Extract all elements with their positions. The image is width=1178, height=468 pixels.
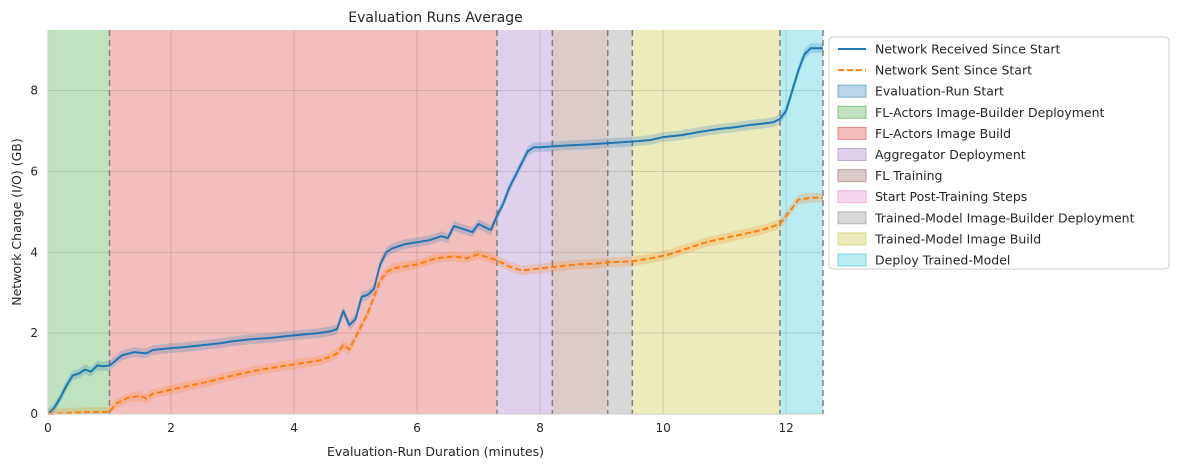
phase-band-8 [779,30,823,414]
y-tick-label-3: 6 [30,164,38,178]
legend-swatch-phase-2 [837,126,867,140]
y-tick-label-4: 8 [30,84,38,98]
legend-label-phase-5: Start Post-Training Steps [875,189,1027,204]
legend-label-phase-0: Evaluation-Run Start [875,84,1004,99]
axes: 0 2 4 6 8 10 12 0 2 4 6 8 [30,30,823,435]
legend-label-phase-4: FL Training [875,168,942,183]
legend-label-phase-6: Trained-Model Image-Builder Deployment [874,210,1135,225]
legend-label-phase-8: Deploy Trained-Model [875,253,1010,268]
legend-label-series-0: Network Received Since Start [875,42,1061,57]
x-tick-label-5: 10 [655,421,670,435]
legend-label-series-1: Network Sent Since Start [875,63,1032,78]
chart-title: Evaluation Runs Average [348,10,522,26]
legend-label-phase-2: FL-Actors Image Build [875,126,1011,141]
phase-band-3 [497,30,553,414]
legend-swatch-phase-7 [837,232,867,246]
y-tick-label-0: 0 [30,407,38,421]
legend-swatch-phase-0 [837,84,867,98]
phase-band-1 [48,30,110,414]
y-axis-label: Network Change (I/O) (GB) [9,138,24,305]
legend-swatch-phase-1 [837,105,867,119]
legend-label-phase-7: Trained-Model Image Build [874,231,1041,246]
x-tick-label-0: 0 [44,421,52,435]
y-tick-label-2: 4 [30,245,38,259]
series-line-0 [47,47,823,415]
x-tick-label-6: 12 [778,421,793,435]
phase-bands [48,30,823,414]
phase-boundaries [108,30,824,414]
x-axis-label: Evaluation-Run Duration (minutes) [327,444,544,459]
x-tick-label-2: 4 [290,421,298,435]
legend-box [828,36,1170,270]
phase-band-2 [109,30,498,414]
plot-background [48,30,823,414]
legend-swatch-phase-4 [837,169,867,183]
legend-swatch-phase-8 [837,253,867,267]
legend-label-phase-1: FL-Actors Image-Builder Deployment [875,105,1104,120]
x-tick-label-4: 8 [536,421,544,435]
phase-band-4 [552,30,608,414]
series-line-1 [47,196,823,415]
legend-label-phase-3: Aggregator Deployment [875,147,1026,162]
phase-band-7 [632,30,780,414]
legend-swatch-phase-5 [837,190,867,204]
legend: Network Received Since Start Network Sent… [828,36,1170,270]
legend-swatch-phase-6 [837,211,867,225]
phase-band-6 [607,30,633,414]
series-lines [47,43,823,415]
legend-swatch-phase-3 [837,148,867,161]
x-tick-label-1: 2 [167,421,175,435]
y-tick-label-1: 2 [30,326,38,340]
x-tick-label-3: 6 [413,421,421,435]
